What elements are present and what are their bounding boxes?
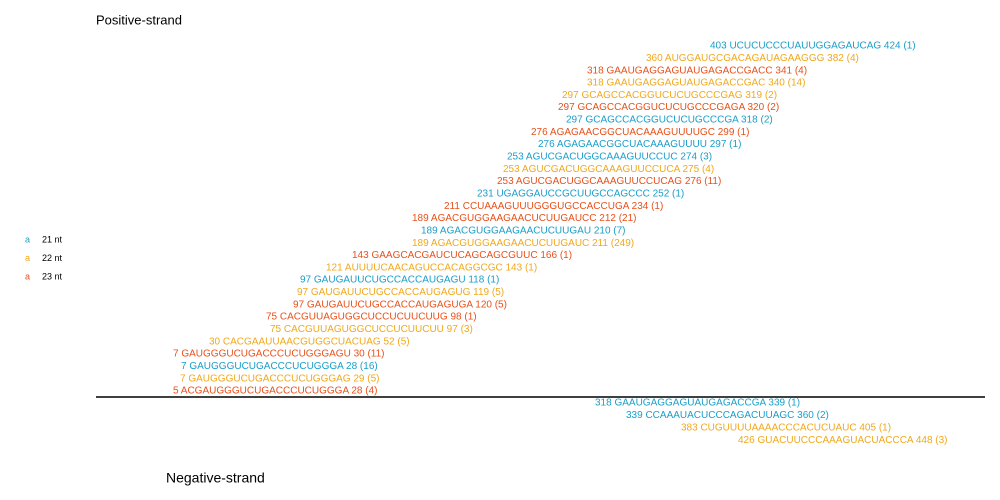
read: 297 GCAGCCACGGUCUCUGCCCGAG 319 (2) xyxy=(562,90,777,101)
read: 253 AGUCGACUGGCAAAGUUCCUC 274 (3) xyxy=(507,152,712,163)
negative-strand-label: Negative-strand xyxy=(166,470,265,486)
read: 189 AGACGUGGAAGAACUCUUGAU 210 (7) xyxy=(421,225,626,236)
read: 276 AGAGAACGGCUACAAAGUUUUGC 299 (1) xyxy=(531,127,749,138)
read: 403 UCUCUCCCUAUUGGAGAUCAG 424 (1) xyxy=(710,41,916,52)
read: 426 GUACUUCCCAAAGUACUACCCA 448 (3) xyxy=(738,435,948,446)
read: 318 GAAUGAGGAGUAUGAGACCGACC 341 (4) xyxy=(587,65,807,76)
read: 143 GAAGCACGAUCUCAGCAGCGUUC 166 (1) xyxy=(352,250,572,261)
positive-strand-label: Positive-strand xyxy=(96,12,182,27)
read: 5 ACGAUGGGUCUGACCCUCUGGGA 28 (4) xyxy=(173,386,377,397)
read: 360 AUGGAUGCGACAGAUAGAAGGG 382 (4) xyxy=(646,53,859,64)
legend-label: 21 nt xyxy=(42,234,63,244)
legend-label: 23 nt xyxy=(42,271,63,281)
read: 75 CACGUUAGUGGCUCCUCUUCUUG 98 (1) xyxy=(266,312,477,323)
read: 97 GAUGAUUCUGCCACCAUGAGUGA 120 (5) xyxy=(293,299,507,310)
read: 318 GAAUGAGGAGUAUGAGACCGA 339 (1) xyxy=(595,398,800,409)
read: 276 AGAGAACGGCUACAAAGUUUU 297 (1) xyxy=(538,139,741,150)
read: 253 AGUCGACUGGCAAAGUUCCUCAG 276 (11) xyxy=(497,176,721,187)
read: 7 GAUGGGUCUGACCCUCUGGGAGU 30 (11) xyxy=(173,349,385,360)
read: 97 GAUGAUUCUGCCACCAUGAGU 118 (1) xyxy=(300,275,499,286)
read: 75 CACGUUAGUGGCUCCUCUUCUU 97 (3) xyxy=(270,324,473,335)
read: 189 AGACGUGGAAGAACUCUUGAUCC 212 (21) xyxy=(412,213,637,224)
read: 211 CCUAAAGUUUGGGUGCCACCUGA 234 (1) xyxy=(444,201,663,212)
read: 318 GAAUGAGGAGUAUGAGACCGAC 340 (14) xyxy=(587,78,805,89)
read: 7 GAUGGGUCUGACCCUCUGGGAG 29 (5) xyxy=(180,373,379,384)
read: 97 GAUGAUUCUGCCACCAUGAGUG 119 (5) xyxy=(297,287,504,298)
legend-symbol: a xyxy=(25,253,30,263)
read: 189 AGACGUGGAAGAACUCUUGAUC 211 (249) xyxy=(412,238,634,249)
legend-symbol: a xyxy=(25,271,30,281)
read: 383 CUGUUUUAAAACCCACUCUAUC 405 (1) xyxy=(681,422,891,433)
read: 253 AGUCGACUGGCAAAGUUCCUCA 275 (4) xyxy=(503,164,714,175)
read: 339 CCAAAUACUCCCAGACUUAGC 360 (2) xyxy=(626,410,829,421)
read: 297 GCAGCCACGGUCUCUGCCCGAGA 320 (2) xyxy=(558,102,779,113)
read: 7 GAUGGGUCUGACCCUCUGGGA 28 (16) xyxy=(181,361,378,372)
legend-label: 22 nt xyxy=(42,253,63,263)
read: 121 AUUUUCAACAGUCCACAGGCGC 143 (1) xyxy=(326,262,537,273)
read: 30 CACGAAUUAACGUGGCUACUAG 52 (5) xyxy=(209,336,410,347)
read: 231 UGAGGAUCCGCUUGCCAGCCC 252 (1) xyxy=(477,188,684,199)
legend-symbol: a xyxy=(25,234,30,244)
read: 297 GCAGCCACGGUCUCUGCCCGA 318 (2) xyxy=(566,115,773,126)
